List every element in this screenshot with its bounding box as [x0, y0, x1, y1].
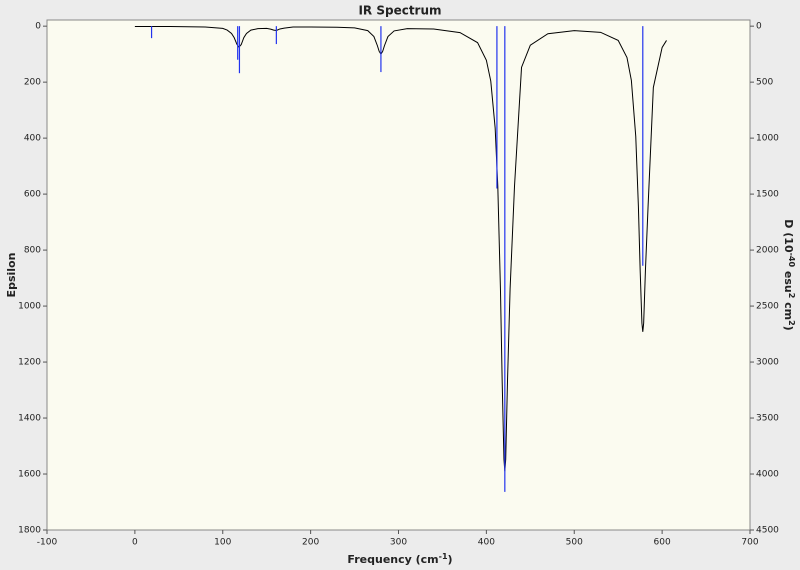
y2-label-sup: 2	[788, 320, 797, 326]
y2-label-part: cm	[782, 298, 795, 320]
x-tick-label: 600	[654, 538, 671, 548]
y2-tick-label: 2000	[756, 246, 779, 256]
plot-area	[46, 19, 751, 531]
spectrum-line	[134, 25, 667, 472]
y2-tick-label: 500	[756, 78, 773, 88]
y2-tick-label: 4500	[756, 526, 779, 536]
y2-label-sup: -40	[788, 253, 797, 268]
y2-tick-label: 4000	[756, 470, 779, 480]
y-tick-label: 800	[24, 246, 41, 256]
x-tick-label: 400	[478, 538, 495, 548]
x-label-part: Frequency (cm	[347, 553, 438, 566]
y-tick-label: 200	[24, 78, 41, 88]
y2-label-part: D (10	[782, 219, 795, 253]
y2-tick-label: 3000	[756, 358, 779, 368]
y-tick-label: 1400	[18, 414, 41, 424]
y-tick-label: 400	[24, 134, 41, 144]
y2-tick-label: 1000	[756, 134, 779, 144]
y2-tick-label: 1500	[756, 190, 779, 200]
x-tick-label: 0	[132, 538, 138, 548]
x-axis-label: Frequency (cm-1)	[347, 552, 452, 567]
y-tick-label: 600	[24, 190, 41, 200]
y2-label-part: esu	[782, 267, 795, 293]
x-label-part: )	[448, 553, 453, 566]
y-tick-label: 1000	[18, 302, 41, 312]
chart-title: IR Spectrum	[358, 4, 441, 18]
y2-label-part: )	[782, 326, 795, 331]
x-tick-label: 300	[390, 538, 407, 548]
x-tick-label: 700	[741, 538, 758, 548]
y-tick-label: 1600	[18, 470, 41, 480]
y2-tick-label: 0	[756, 22, 762, 32]
y2-tick-label: 2500	[756, 302, 779, 312]
x-tick-label: -100	[37, 538, 58, 548]
y-tick-label: 0	[35, 22, 41, 32]
y-tick-label: 1200	[18, 358, 41, 368]
y-tick-label: 1800	[18, 526, 41, 536]
y2-tick-label: 3500	[756, 414, 779, 424]
x-label-sup: -1	[439, 552, 448, 561]
x-tick-label: 200	[302, 538, 319, 548]
y-axis-label: Epsilon	[5, 253, 18, 298]
x-tick-label: 500	[566, 538, 583, 548]
y2-label-sup: 2	[788, 293, 797, 299]
x-tick-label: 100	[214, 538, 231, 548]
y2-axis-label: D (10-40 esu2 cm2)	[782, 219, 797, 330]
